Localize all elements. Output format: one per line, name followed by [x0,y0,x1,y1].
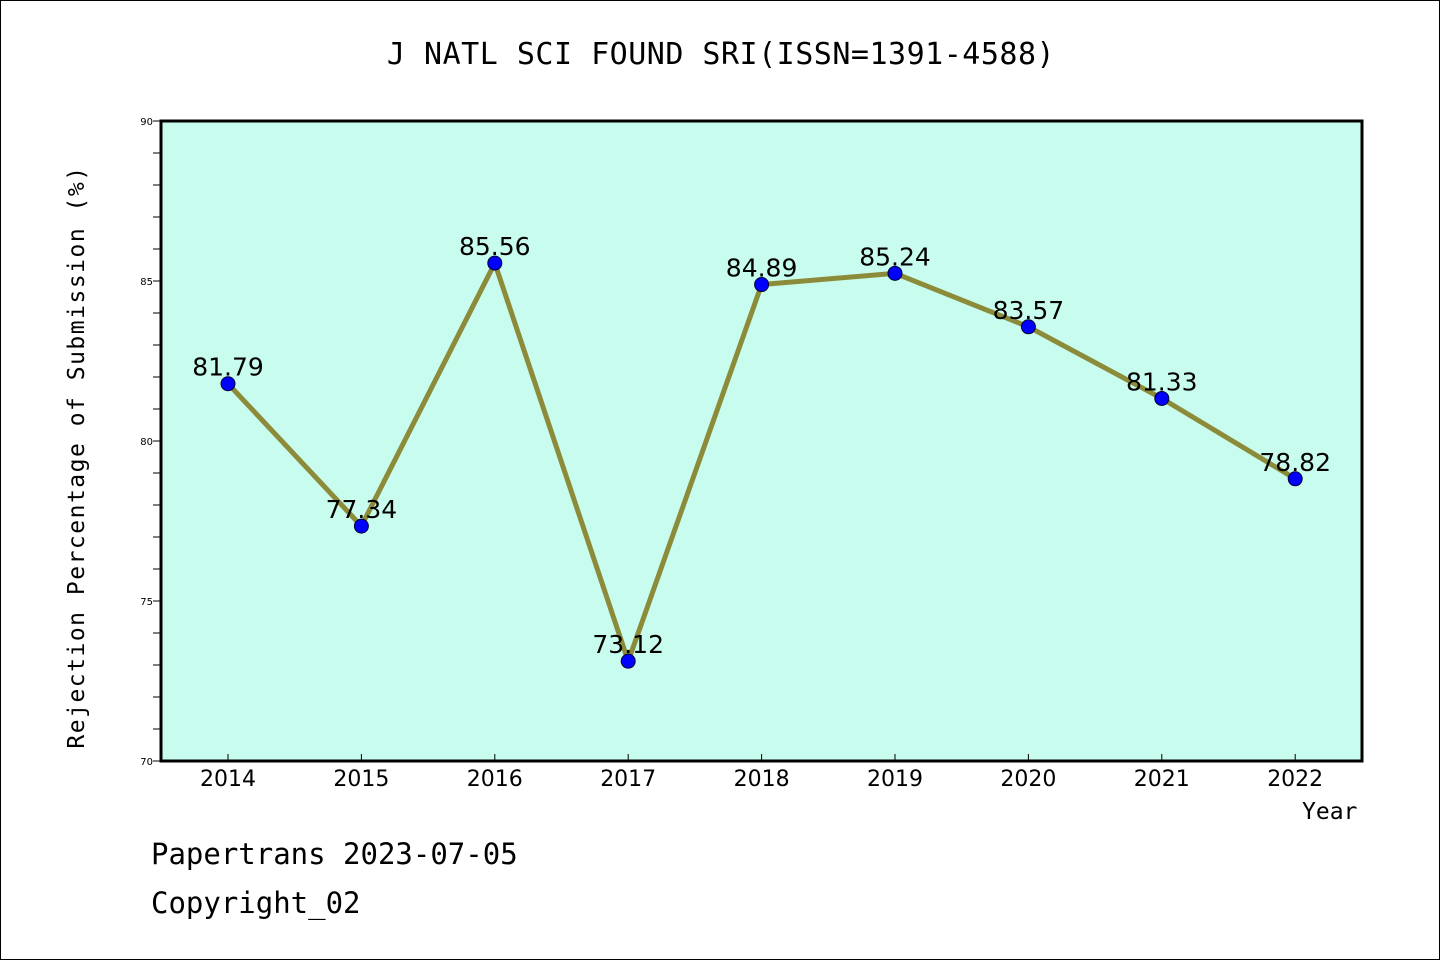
data-label: 83.57 [993,296,1065,325]
x-tick-label: 2022 [1267,767,1323,792]
data-point-marker [353,518,369,534]
data-point-marker [487,255,503,271]
chart-title: J NATL SCI FOUND SRI(ISSN=1391-4588) [386,37,1056,72]
data-label: 81.79 [192,353,264,382]
y-axis: 70 75 80 85 90 [140,117,161,768]
x-tick-label: 2020 [1000,767,1056,792]
data-label: 73.12 [592,630,664,659]
x-tick-label: 2017 [600,767,656,792]
data-label: 85.24 [859,242,931,271]
footer-credit: Papertrans 2023-07-05 [151,837,518,871]
x-tick-label: 2018 [734,767,790,792]
data-point-marker [887,265,903,281]
data-label: 78.82 [1259,448,1331,477]
x-tick-label: 2015 [333,767,389,792]
data-point-marker [620,653,636,669]
y-tick-label: 70 [140,757,153,768]
x-tick-label: 2019 [867,767,923,792]
data-label: 77.34 [326,495,398,524]
data-point-marker [754,277,770,293]
footer-copyright: Copyright_02 [151,886,361,920]
data-label: 81.33 [1126,367,1198,396]
y-tick-label: 80 [140,437,153,448]
data-point-marker [1287,471,1303,487]
data-point-marker [220,376,236,392]
data-label: 84.89 [726,254,798,283]
data-points [220,255,1303,669]
data-point-marker [1154,390,1170,406]
data-labels: 81.79 77.34 85.56 73.12 84.89 85.24 83.57 81.33… [192,232,1331,659]
x-axis-label: Year [1302,799,1358,825]
y-tick-label: 85 [140,277,153,288]
y-tick-label: 75 [140,597,153,608]
plot-border [159,119,1364,763]
y-tick-label: 90 [140,117,153,128]
data-label: 85.56 [459,232,531,261]
x-tick-label: 2014 [200,767,256,792]
x-axis: 2014 2015 2016 2017 2018 2019 2020 2021 2022 [200,754,1323,792]
x-tick-label: 2021 [1134,767,1190,792]
x-tick-label: 2016 [467,767,523,792]
plot-area [161,121,1362,761]
data-point-marker [1020,319,1036,335]
